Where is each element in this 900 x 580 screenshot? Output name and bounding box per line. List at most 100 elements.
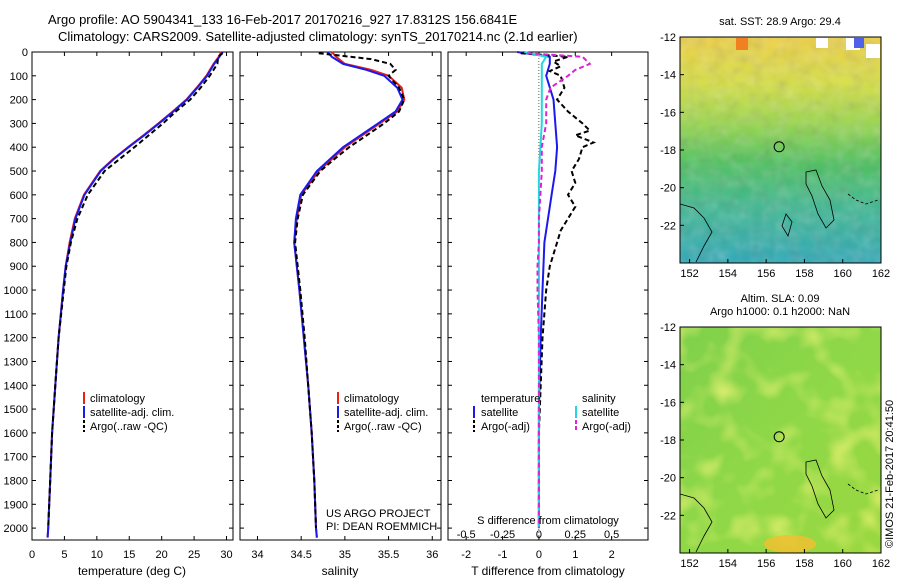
series-line-satellite-adj-clim <box>293 51 404 538</box>
x-tick-label: 35.5 <box>378 549 399 561</box>
temperature-xlabel: temperature (deg C) <box>78 564 186 578</box>
lat-tick-label: -18 <box>660 435 676 447</box>
x-tick-label: -1 <box>498 549 508 561</box>
figure-title-line1: Argo profile: AO 5904341_133 16-Feb-2017… <box>48 12 517 27</box>
depth-tick-label: 800 <box>10 237 28 249</box>
x-tick-label: 10 <box>91 549 103 561</box>
sla-high-anomaly <box>764 535 816 553</box>
lat-tick-label: -16 <box>660 397 676 409</box>
x-tick-label: 36 <box>426 549 438 561</box>
credit-project: US ARGO PROJECT <box>326 508 431 520</box>
reef-contour <box>781 213 793 237</box>
legend-label-t-satellite: satellite <box>481 407 518 419</box>
legend-label-s-argo: Argo(-adj) <box>582 421 631 433</box>
difference-legend: temperature satellite Argo(-adj) salinit… <box>473 393 631 433</box>
depth-tick-label: 1500 <box>4 404 28 416</box>
sst-map-title: sat. SST: 28.9 Argo: 29.4 <box>719 16 841 28</box>
salinity-legend: climatology satellite-adj. clim. Argo(..… <box>337 392 428 433</box>
lon-tick-label: 162 <box>872 558 890 570</box>
x-tick-label: -2 <box>461 549 471 561</box>
salinity-axes-frame <box>239 51 442 541</box>
lon-tick-label: 158 <box>795 268 813 280</box>
lat-tick-label: -12 <box>660 322 676 334</box>
sla-field-highs <box>680 327 881 553</box>
series-line-satellite-temperature <box>516 51 559 529</box>
depth-tick-label: 1000 <box>4 285 28 297</box>
depth-tick-label: 600 <box>10 190 28 202</box>
depth-tick-label: 1600 <box>4 428 28 440</box>
x-tick-label: 34.5 <box>290 549 311 561</box>
depth-tick-labels: 0 100 200 300 400 500 600 700 800 900 1000 1100 1200… <box>4 47 648 535</box>
series-line-satellite-adj-clim <box>46 51 224 538</box>
lon-tick-label: 156 <box>757 268 775 280</box>
salinity-x-ticks: 34 34.5 35 35.5 36 <box>251 52 438 561</box>
difference-series <box>516 51 597 540</box>
lon-tick-label: 160 <box>834 268 852 280</box>
depth-tick-label: 1100 <box>4 309 28 321</box>
credit-pi: PI: DEAN ROEMMICH <box>326 521 437 533</box>
reef-contour <box>847 193 879 205</box>
x-tick-label-salinity: 0.5 <box>604 529 619 541</box>
salinity-xlabel: salinity <box>322 564 359 578</box>
lat-tick-label: -14 <box>660 70 676 82</box>
legend-label-argo: Argo(..raw -QC) <box>344 421 422 433</box>
lon-tick-label: 152 <box>680 558 698 570</box>
legend-label-s-satellite: satellite <box>582 407 619 419</box>
sla-map: Altim. SLA: 0.09 Argo h1000: 0.1 h2000: … <box>660 293 890 570</box>
sla-map-ticks: 152 154 156 158 160 162 -12 -14 -16 -18 -20 -22 <box>660 322 890 570</box>
depth-tick-label: 1700 <box>4 452 28 464</box>
depth-tick-label: 500 <box>10 166 28 178</box>
depth-tick-label: 400 <box>10 142 28 154</box>
temperature-panel: 0100200300400500600700800900100011001200… <box>4 47 648 578</box>
lon-tick-label: 160 <box>834 558 852 570</box>
temperature-axes-frame <box>31 51 234 541</box>
sst-cold-cell <box>854 38 864 48</box>
difference-x-ticks: -2 -1 0 1 2-0.5 -0.25 0 0.25 0.5 <box>457 52 619 561</box>
sla-map-title: Altim. SLA: 0.09 <box>741 293 820 305</box>
figure-title-line2: Climatology: CARS2009. Satellite-adjuste… <box>58 29 578 44</box>
depth-tick-label: 900 <box>10 261 28 273</box>
sst-missing-cell <box>866 44 880 58</box>
temperature-legend: climatology satellite-adj. clim. Argo(..… <box>83 392 174 433</box>
argo-position-marker <box>773 431 785 443</box>
temperature-x-ticks: 0 5 10 15 20 25 30 <box>29 52 233 561</box>
lat-tick-label: -22 <box>660 220 676 232</box>
x-tick-label: 35 <box>339 549 351 561</box>
x-tick-label-salinity: -0.25 <box>490 529 515 541</box>
sla-map-subtitle: Argo h1000: 0.1 h2000: NaN <box>710 306 850 318</box>
legend-title-temperature: temperature <box>481 393 540 405</box>
sst-field-texture <box>680 37 881 263</box>
lat-tick-label: -18 <box>660 145 676 157</box>
lon-tick-label: 158 <box>795 558 813 570</box>
reef-contour <box>805 459 835 519</box>
imos-timestamp: ©IMOS 21-Feb-2017 20:41:50 <box>884 400 896 548</box>
sst-missing-cell <box>816 38 828 48</box>
x-tick-label: 0 <box>29 549 35 561</box>
series-line-argo-adj-temperature <box>520 52 597 529</box>
argo-position-marker <box>773 141 785 153</box>
x-tick-label: 0 <box>536 549 542 561</box>
depth-tick-label: 2000 <box>4 523 28 535</box>
legend-label-argo: Argo(..raw -QC) <box>90 421 168 433</box>
lon-tick-label: 154 <box>719 558 737 570</box>
x-tick-label: 15 <box>123 549 135 561</box>
lat-tick-label: -20 <box>660 183 676 195</box>
x-tick-label-salinity: 0.25 <box>565 529 586 541</box>
x-tick-label: 1 <box>572 549 578 561</box>
reef-contour <box>805 169 835 229</box>
x-tick-label: 20 <box>156 549 168 561</box>
series-line-argo-adj-salinity <box>527 52 592 529</box>
depth-tick-label: 300 <box>10 118 28 130</box>
difference-xlabel-salinity: S difference from climatology <box>477 515 619 527</box>
x-tick-label: 2 <box>609 549 615 561</box>
depth-tick-label: 1200 <box>4 333 28 345</box>
salinity-series <box>293 51 406 538</box>
lat-tick-label: -16 <box>660 107 676 119</box>
difference-panel: -2 -1 0 1 2-0.5 -0.25 0 0.25 0.5 temperature sat… <box>447 51 649 578</box>
lat-tick-label: -20 <box>660 473 676 485</box>
depth-tick-label: 1400 <box>4 380 28 392</box>
temperature-series <box>46 51 224 538</box>
legend-label-climatology: climatology <box>90 393 146 405</box>
legend-label-satellite: satellite-adj. clim. <box>90 407 174 419</box>
